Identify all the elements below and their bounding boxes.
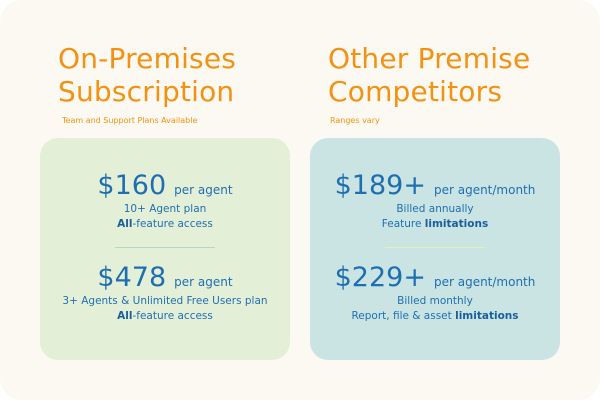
- price-amount: $160: [97, 170, 167, 201]
- price-unit: per agent/month: [433, 275, 536, 289]
- feature-emphasis: limitations: [424, 218, 489, 230]
- feature-emphasis: All: [117, 218, 133, 230]
- on-premises-pricing-card: $160 per agent 10+ Agent plan All-featur…: [40, 138, 290, 360]
- divider: [115, 247, 215, 248]
- price-amount: $189+: [334, 170, 426, 201]
- pricing-plan: $160 per agent 10+ Agent plan All-featur…: [40, 170, 290, 232]
- feature-text: -feature access: [132, 310, 213, 322]
- price-amount: $478: [97, 262, 167, 293]
- heading-line: Competitors: [328, 75, 503, 108]
- plan-feature-note: Feature limitations: [310, 217, 560, 232]
- competitors-pricing-card: $189+ per agent/month Billed annually Fe…: [310, 138, 560, 360]
- price-line: $229+ per agent/month: [310, 262, 560, 294]
- heading-line: Subscription: [58, 75, 235, 108]
- pricing-plan: $229+ per agent/month Billed monthly Rep…: [310, 262, 560, 324]
- plan-description: 3+ Agents & Unlimited Free Users plan: [62, 295, 268, 307]
- heading-line: On-Premises: [58, 42, 237, 75]
- plan-description: Billed annually: [396, 203, 474, 215]
- competitors-heading: Other Premise Competitors: [328, 42, 558, 108]
- pricing-plan: $189+ per agent/month Billed annually Fe…: [310, 170, 560, 232]
- plan-description: 10+ Agent plan: [123, 203, 207, 215]
- plan-feature-note: All-feature access: [40, 217, 290, 232]
- price-line: $160 per agent: [40, 170, 290, 202]
- on-premises-subtitle: Team and Support Plans Available: [62, 116, 198, 125]
- plan-feature-note: Report, file & asset limitations: [310, 309, 560, 324]
- divider: [385, 247, 485, 248]
- pricing-plan: $478 per agent 3+ Agents & Unlimited Fre…: [40, 262, 290, 324]
- feature-text: Feature: [381, 218, 425, 230]
- price-line: $189+ per agent/month: [310, 170, 560, 202]
- feature-text: Report, file & asset: [351, 310, 456, 322]
- feature-emphasis: All: [117, 310, 133, 322]
- feature-emphasis: limitations: [455, 310, 519, 322]
- feature-text: -feature access: [132, 218, 213, 230]
- on-premises-heading: On-Premises Subscription: [58, 42, 288, 108]
- price-unit: per agent: [174, 275, 233, 289]
- heading-line: Other Premise: [328, 42, 531, 75]
- plan-description: Billed monthly: [397, 295, 473, 307]
- price-unit: per agent: [174, 183, 233, 197]
- price-line: $478 per agent: [40, 262, 290, 294]
- plan-feature-note: All-feature access: [40, 309, 290, 324]
- competitors-subtitle: Ranges vary: [330, 116, 380, 125]
- price-amount: $229+: [334, 262, 426, 293]
- price-unit: per agent/month: [433, 183, 536, 197]
